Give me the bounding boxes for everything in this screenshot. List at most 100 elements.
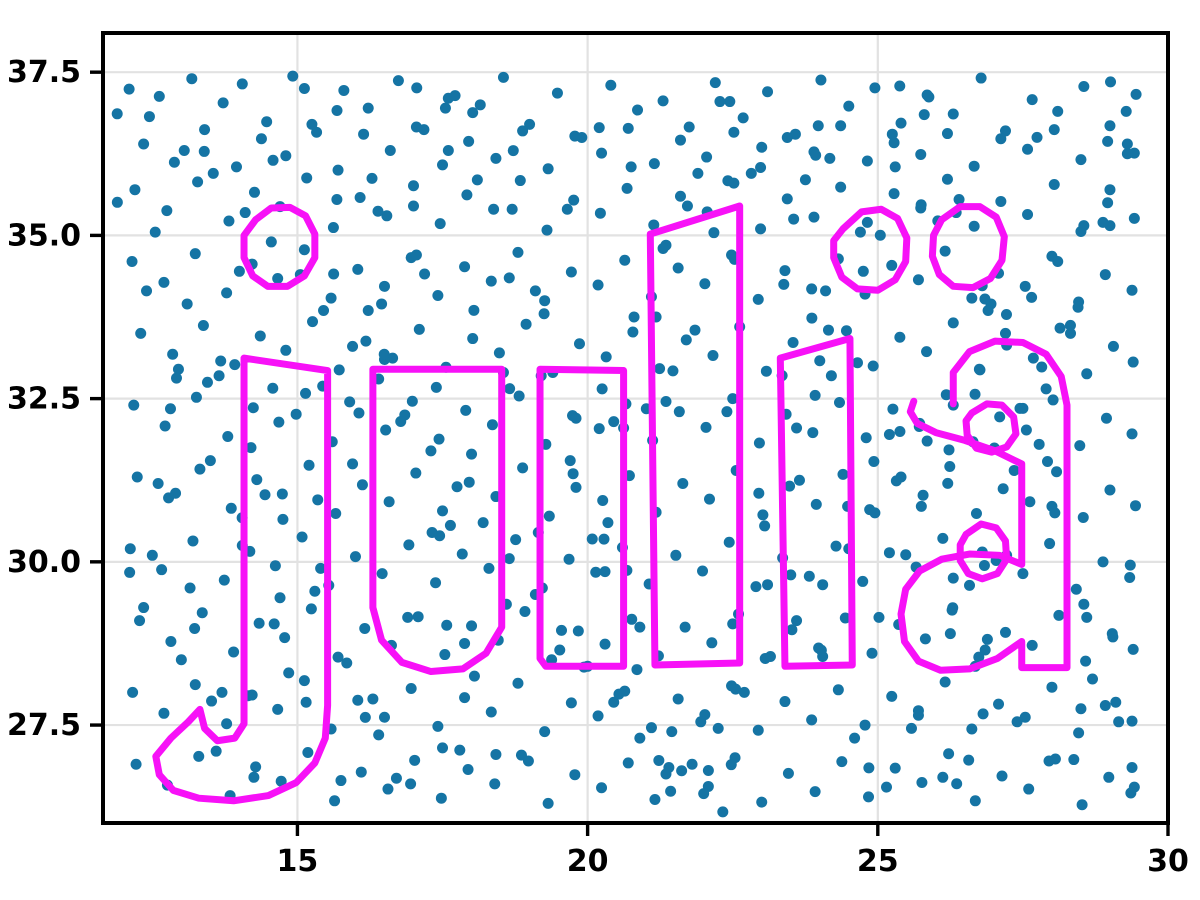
- data-point: [791, 422, 803, 434]
- data-point: [1073, 727, 1085, 739]
- data-point: [328, 268, 340, 280]
- data-point: [941, 128, 953, 140]
- data-point: [834, 397, 845, 409]
- data-point: [762, 86, 774, 98]
- data-point: [352, 694, 364, 706]
- data-point: [221, 718, 233, 730]
- data-point: [360, 335, 372, 347]
- data-point: [836, 756, 848, 768]
- data-point: [806, 312, 818, 324]
- data-point: [161, 205, 173, 217]
- x-tick-label: 20: [567, 844, 609, 879]
- data-point: [403, 539, 415, 551]
- glyph-a-counter-upper: [962, 400, 1020, 456]
- data-point: [405, 683, 417, 694]
- data-point: [1000, 309, 1012, 321]
- data-point: [454, 744, 466, 756]
- data-point: [265, 236, 277, 248]
- data-point: [1064, 319, 1076, 331]
- data-point: [951, 778, 963, 790]
- data-point: [727, 393, 739, 405]
- data-point: [722, 175, 734, 187]
- data-point: [697, 565, 709, 577]
- data-point: [143, 111, 155, 123]
- data-point: [593, 122, 605, 134]
- tickmarks-group: [90, 70, 1170, 836]
- data-point: [430, 381, 442, 393]
- data-point: [382, 783, 394, 795]
- data-point: [849, 732, 861, 744]
- data-point: [762, 579, 774, 591]
- data-point: [358, 128, 370, 140]
- data-point: [717, 806, 729, 818]
- data-point: [840, 325, 852, 337]
- data-point: [186, 73, 198, 85]
- data-point: [296, 531, 308, 543]
- data-point: [419, 268, 431, 280]
- data-point: [305, 603, 317, 615]
- data-point: [300, 387, 312, 399]
- data-point: [869, 507, 881, 519]
- data-point: [999, 626, 1011, 638]
- data-point: [280, 344, 292, 356]
- data-point: [158, 276, 170, 288]
- data-point: [707, 350, 719, 362]
- data-point: [803, 570, 815, 582]
- data-point: [217, 97, 229, 109]
- data-point: [413, 323, 425, 335]
- data-point: [809, 786, 821, 798]
- data-point: [672, 693, 684, 705]
- data-point: [201, 376, 213, 388]
- data-point: [367, 693, 379, 705]
- data-point: [886, 128, 898, 140]
- data-point: [254, 330, 266, 342]
- data-point: [406, 395, 418, 407]
- y-tick-label: 27.5: [7, 708, 81, 743]
- y-tick-label: 30.0: [7, 545, 81, 580]
- glyph-i-dot: [830, 205, 911, 294]
- data-point: [359, 711, 371, 723]
- data-point: [1046, 500, 1058, 512]
- data-point: [596, 147, 608, 159]
- data-point: [695, 716, 707, 728]
- data-point: [175, 654, 187, 666]
- data-point: [309, 585, 321, 597]
- data-point: [756, 796, 768, 808]
- data-point: [483, 562, 495, 574]
- data-point: [944, 461, 956, 473]
- data-point: [760, 365, 772, 377]
- data-point: [810, 498, 822, 510]
- data-point: [267, 382, 279, 394]
- data-point: [706, 637, 718, 649]
- data-point: [437, 159, 449, 171]
- data-point: [947, 108, 959, 120]
- data-point: [111, 108, 123, 120]
- data-point: [300, 696, 312, 708]
- data-point: [883, 547, 895, 559]
- data-point: [861, 155, 873, 167]
- data-point: [832, 684, 844, 696]
- data-point: [356, 479, 368, 491]
- data-point: [1065, 327, 1076, 339]
- data-point: [968, 160, 980, 172]
- data-point: [331, 105, 343, 117]
- data-point: [791, 615, 803, 627]
- data-point: [857, 575, 869, 587]
- data-point: [233, 265, 245, 277]
- data-point: [1126, 284, 1138, 296]
- data-point: [869, 82, 881, 94]
- data-point: [165, 636, 177, 647]
- x-tick-label: 25: [857, 844, 899, 879]
- data-point: [632, 104, 644, 116]
- data-point: [1019, 711, 1031, 723]
- data-point: [378, 280, 390, 292]
- data-point: [466, 620, 478, 632]
- data-point: [599, 566, 611, 578]
- y-tick-label: 37.5: [7, 55, 81, 90]
- data-point: [268, 618, 280, 630]
- data-point: [709, 77, 721, 89]
- data-point: [524, 118, 536, 130]
- data-point: [1078, 220, 1090, 232]
- data-point: [253, 617, 265, 629]
- data-point: [692, 167, 704, 179]
